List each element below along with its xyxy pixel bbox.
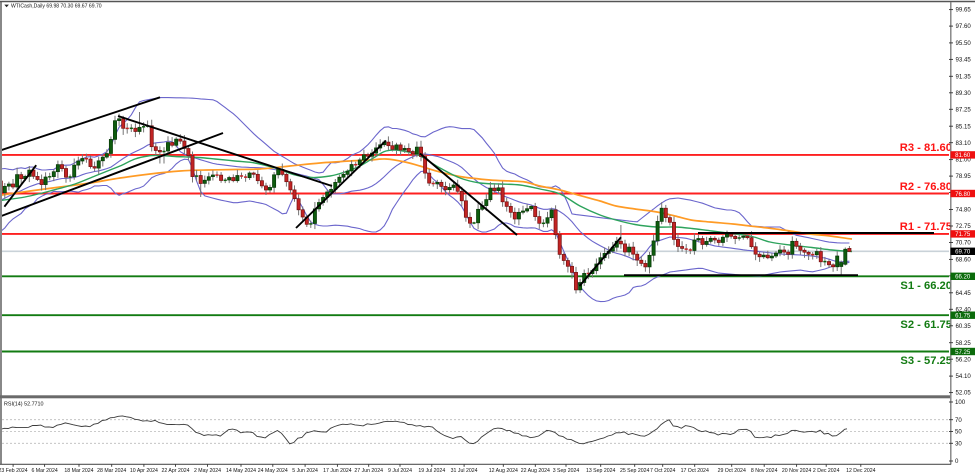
svg-text:31 Jul 2024: 31 Jul 2024 <box>451 468 478 474</box>
svg-text:68.60: 68.60 <box>956 257 972 264</box>
svg-text:69.70: 69.70 <box>955 249 971 256</box>
svg-text:99.65: 99.65 <box>956 7 972 14</box>
svg-text:19 Jul 2024: 19 Jul 2024 <box>418 468 445 474</box>
svg-text:0: 0 <box>955 458 959 465</box>
svg-text:89.30: 89.30 <box>956 90 972 97</box>
svg-text:62.40: 62.40 <box>956 306 972 313</box>
svg-text:22 Aug 2024: 22 Aug 2024 <box>521 468 550 474</box>
svg-text:70: 70 <box>955 417 962 424</box>
svg-text:25 Sep 2024: 25 Sep 2024 <box>620 468 650 474</box>
svg-text:WTICash,Daily 69.98 70.30 69.: WTICash,Daily 69.98 70.30 69.67 69.70 <box>11 4 102 10</box>
svg-text:R2 - 76.80: R2 - 76.80 <box>900 181 952 193</box>
svg-text:17 Jun 2024: 17 Jun 2024 <box>323 468 352 474</box>
svg-text:6 Mar 2024: 6 Mar 2024 <box>31 468 57 474</box>
svg-text:S2 - 61.75: S2 - 61.75 <box>900 319 952 331</box>
svg-text:12 Dec 2024: 12 Dec 2024 <box>846 468 876 474</box>
svg-text:54.10: 54.10 <box>956 373 972 380</box>
svg-text:87.25: 87.25 <box>956 106 972 113</box>
svg-text:13 Sep 2024: 13 Sep 2024 <box>586 468 616 474</box>
svg-text:70.70: 70.70 <box>956 240 972 247</box>
svg-text:28 Mar 2024: 28 Mar 2024 <box>97 468 126 474</box>
svg-text:17 Oct 2024: 17 Oct 2024 <box>681 468 709 474</box>
svg-text:50: 50 <box>955 429 962 436</box>
svg-text:71.75: 71.75 <box>955 231 971 238</box>
svg-text:7 Oct 2024: 7 Oct 2024 <box>650 468 675 474</box>
svg-text:100: 100 <box>955 399 966 406</box>
svg-text:R3 - 81.60: R3 - 81.60 <box>900 142 952 154</box>
svg-text:10 Apr 2024: 10 Apr 2024 <box>130 468 158 474</box>
svg-text:20 Nov 2024: 20 Nov 2024 <box>782 468 812 474</box>
svg-text:R1 - 71.75: R1 - 71.75 <box>900 221 952 233</box>
svg-text:8 Nov 2024: 8 Nov 2024 <box>751 468 778 474</box>
svg-text:56.20: 56.20 <box>956 356 972 363</box>
svg-text:29 Oct 2024: 29 Oct 2024 <box>718 468 746 474</box>
svg-text:83.10: 83.10 <box>956 140 972 147</box>
svg-text:97.60: 97.60 <box>956 23 972 30</box>
svg-text:18 Mar 2024: 18 Mar 2024 <box>64 468 93 474</box>
svg-text:52.05: 52.05 <box>956 390 972 397</box>
svg-text:91.35: 91.35 <box>956 73 972 80</box>
svg-text:S3 - 57.25: S3 - 57.25 <box>900 355 952 367</box>
svg-text:2 Dec 2024: 2 Dec 2024 <box>813 468 840 474</box>
svg-text:58.25: 58.25 <box>956 340 972 347</box>
svg-text:61.75: 61.75 <box>955 313 971 320</box>
svg-text:93.45: 93.45 <box>956 57 972 64</box>
svg-text:22 Apr 2024: 22 Apr 2024 <box>162 468 190 474</box>
svg-text:81.00: 81.00 <box>956 157 972 164</box>
svg-text:9 Jul 2024: 9 Jul 2024 <box>388 468 412 474</box>
svg-text:RSI(14) 52.7710: RSI(14) 52.7710 <box>4 401 44 407</box>
svg-text:23 Feb 2024: 23 Feb 2024 <box>0 468 28 474</box>
svg-text:S1 - 66.20: S1 - 66.20 <box>900 280 952 292</box>
svg-text:85.15: 85.15 <box>956 123 972 130</box>
svg-text:3 Sep 2024: 3 Sep 2024 <box>553 468 580 474</box>
svg-text:57.25: 57.25 <box>955 349 971 356</box>
svg-text:27 Jun 2024: 27 Jun 2024 <box>354 468 383 474</box>
svg-text:72.75: 72.75 <box>956 223 972 230</box>
svg-text:81.60: 81.60 <box>955 152 971 159</box>
svg-text:30: 30 <box>955 440 962 447</box>
svg-text:64.45: 64.45 <box>956 290 972 297</box>
svg-text:2 May 2024: 2 May 2024 <box>194 468 221 474</box>
svg-text:24 May 2024: 24 May 2024 <box>258 468 288 474</box>
svg-text:12 Aug 2024: 12 Aug 2024 <box>489 468 518 474</box>
svg-text:95.50: 95.50 <box>956 40 972 47</box>
svg-text:66.20: 66.20 <box>955 274 971 281</box>
svg-text:60.35: 60.35 <box>956 323 972 330</box>
svg-text:14 May 2024: 14 May 2024 <box>226 468 256 474</box>
svg-text:74.80: 74.80 <box>956 207 972 214</box>
svg-text:5 Jun 2024: 5 Jun 2024 <box>292 468 318 474</box>
svg-text:76.80: 76.80 <box>955 191 971 198</box>
svg-text:78.95: 78.95 <box>956 173 972 180</box>
